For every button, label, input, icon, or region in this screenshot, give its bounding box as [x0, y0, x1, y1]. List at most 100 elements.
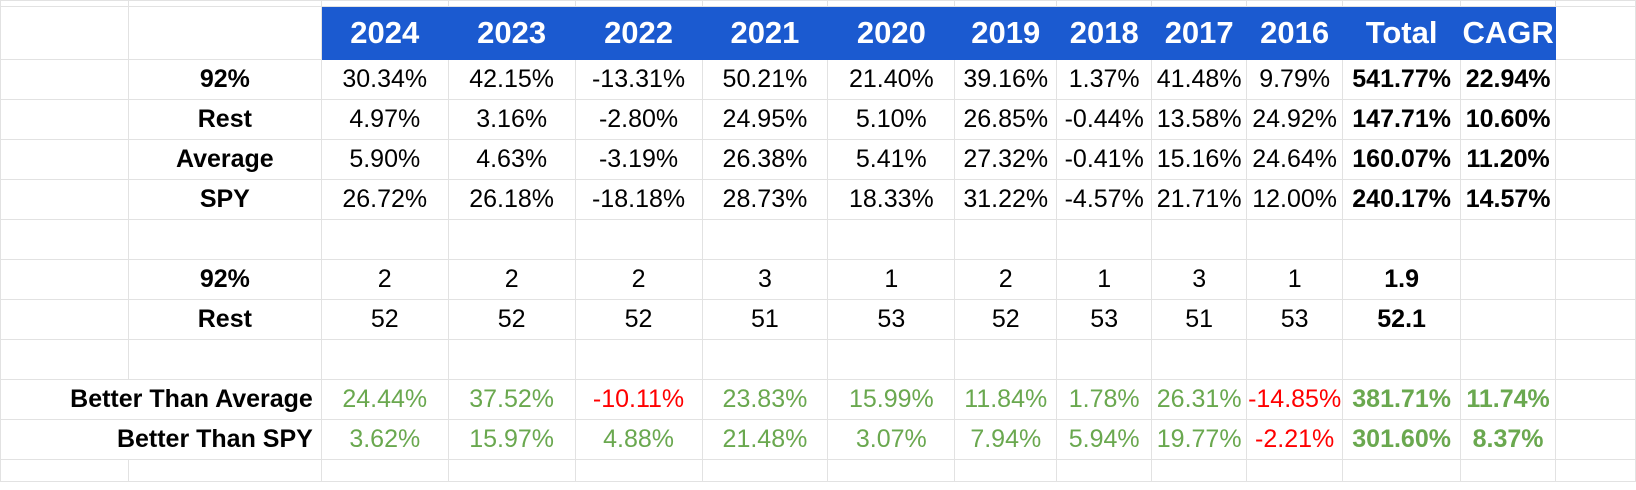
value-cell[interactable]: 5.41% [827, 139, 956, 180]
empty-cell[interactable] [447, 219, 576, 260]
row-label[interactable]: 92% [127, 59, 322, 100]
empty-cell[interactable] [701, 219, 829, 260]
count-cell[interactable]: 1 [1056, 259, 1153, 300]
value-cell[interactable]: 50.21% [701, 59, 829, 100]
value-cell[interactable]: 26.31% [1151, 379, 1248, 420]
count-cell[interactable]: 3 [701, 259, 829, 300]
empty-cell[interactable] [127, 6, 322, 60]
row-label[interactable]: Rest [127, 299, 322, 340]
empty-cell[interactable] [0, 219, 129, 260]
value-cell[interactable]: 1.78% [1056, 379, 1153, 420]
value-cell[interactable]: 1.37% [1056, 59, 1153, 100]
column-header[interactable]: 2018 [1056, 6, 1153, 60]
value-cell[interactable]: 5.94% [1056, 419, 1153, 460]
cagr-cell[interactable]: 8.37% [1460, 419, 1557, 460]
value-cell[interactable]: -2.80% [574, 99, 703, 140]
value-cell[interactable]: 21.48% [701, 419, 829, 460]
empty-cell[interactable] [574, 459, 703, 482]
empty-cell[interactable] [827, 219, 956, 260]
empty-cell[interactable] [1555, 299, 1636, 340]
count-cell[interactable]: 52 [574, 299, 703, 340]
total-cell[interactable]: 147.71% [1342, 99, 1462, 140]
value-cell[interactable]: 15.16% [1151, 139, 1248, 180]
value-cell[interactable]: 26.38% [701, 139, 829, 180]
empty-cell[interactable] [1555, 419, 1636, 460]
row-label[interactable]: SPY [127, 179, 322, 220]
value-cell[interactable]: 5.90% [320, 139, 449, 180]
value-cell[interactable]: 18.33% [827, 179, 956, 220]
value-cell[interactable]: 42.15% [447, 59, 576, 100]
empty-cell[interactable] [954, 339, 1058, 380]
empty-cell[interactable] [127, 459, 322, 482]
value-cell[interactable]: -0.41% [1056, 139, 1153, 180]
total-cell[interactable]: 52.1 [1342, 299, 1462, 340]
empty-cell[interactable] [1555, 179, 1636, 220]
value-cell[interactable]: 3.62% [320, 419, 449, 460]
count-cell[interactable]: 51 [701, 299, 829, 340]
count-cell[interactable]: 2 [574, 259, 703, 300]
value-cell[interactable]: -0.44% [1056, 99, 1153, 140]
empty-cell[interactable] [1246, 219, 1344, 260]
count-cell[interactable]: 2 [447, 259, 576, 300]
empty-cell[interactable] [1460, 259, 1557, 300]
total-cell[interactable]: 381.71% [1342, 379, 1462, 420]
value-cell[interactable]: 21.40% [827, 59, 956, 100]
value-cell[interactable]: 39.16% [954, 59, 1058, 100]
value-cell[interactable]: 30.34% [320, 59, 449, 100]
column-header[interactable]: Total [1342, 6, 1462, 60]
count-cell[interactable]: 52 [447, 299, 576, 340]
cagr-cell[interactable]: 11.74% [1460, 379, 1557, 420]
empty-cell[interactable] [447, 459, 576, 482]
count-cell[interactable]: 52 [954, 299, 1058, 340]
value-cell[interactable]: 26.72% [320, 179, 449, 220]
empty-cell[interactable] [701, 339, 829, 380]
value-cell[interactable]: 19.77% [1151, 419, 1248, 460]
empty-cell[interactable] [1555, 6, 1636, 60]
value-cell[interactable]: -14.85% [1246, 379, 1344, 420]
empty-cell[interactable] [320, 219, 449, 260]
total-cell[interactable]: 240.17% [1342, 179, 1462, 220]
total-cell[interactable]: 301.60% [1342, 419, 1462, 460]
empty-cell[interactable] [827, 339, 956, 380]
empty-cell[interactable] [0, 459, 129, 482]
count-cell[interactable]: 1 [1246, 259, 1344, 300]
value-cell[interactable]: 26.85% [954, 99, 1058, 140]
empty-cell[interactable] [827, 459, 956, 482]
value-cell[interactable]: 24.92% [1246, 99, 1344, 140]
value-cell[interactable]: 24.64% [1246, 139, 1344, 180]
total-cell[interactable]: 1.9 [1342, 259, 1462, 300]
column-header[interactable]: 2022 [574, 6, 703, 60]
empty-cell[interactable] [0, 299, 129, 340]
count-cell[interactable]: 3 [1151, 259, 1248, 300]
count-cell[interactable]: 51 [1151, 299, 1248, 340]
value-cell[interactable]: 24.44% [320, 379, 449, 420]
empty-cell[interactable] [1056, 339, 1153, 380]
empty-cell[interactable] [954, 459, 1058, 482]
row-label[interactable]: 92% [127, 259, 322, 300]
column-header[interactable]: 2023 [447, 6, 576, 60]
empty-cell[interactable] [1056, 459, 1153, 482]
column-header[interactable]: 2016 [1246, 6, 1344, 60]
value-cell[interactable]: 5.10% [827, 99, 956, 140]
total-cell[interactable]: 541.77% [1342, 59, 1462, 100]
cagr-cell[interactable]: 14.57% [1460, 179, 1557, 220]
empty-cell[interactable] [1555, 59, 1636, 100]
empty-cell[interactable] [0, 99, 129, 140]
empty-cell[interactable] [1555, 259, 1636, 300]
count-cell[interactable]: 53 [1246, 299, 1344, 340]
value-cell[interactable]: -18.18% [574, 179, 703, 220]
empty-cell[interactable] [0, 139, 129, 180]
value-cell[interactable]: -13.31% [574, 59, 703, 100]
count-cell[interactable]: 52 [320, 299, 449, 340]
empty-cell[interactable] [0, 339, 129, 380]
count-cell[interactable]: 53 [1056, 299, 1153, 340]
empty-cell[interactable] [1246, 459, 1344, 482]
value-cell[interactable]: 15.99% [827, 379, 956, 420]
empty-cell[interactable] [1555, 219, 1636, 260]
empty-cell[interactable] [1151, 219, 1248, 260]
count-cell[interactable]: 53 [827, 299, 956, 340]
value-cell[interactable]: 3.07% [827, 419, 956, 460]
value-cell[interactable]: -10.11% [574, 379, 703, 420]
count-cell[interactable]: 1 [827, 259, 956, 300]
empty-cell[interactable] [1056, 219, 1153, 260]
